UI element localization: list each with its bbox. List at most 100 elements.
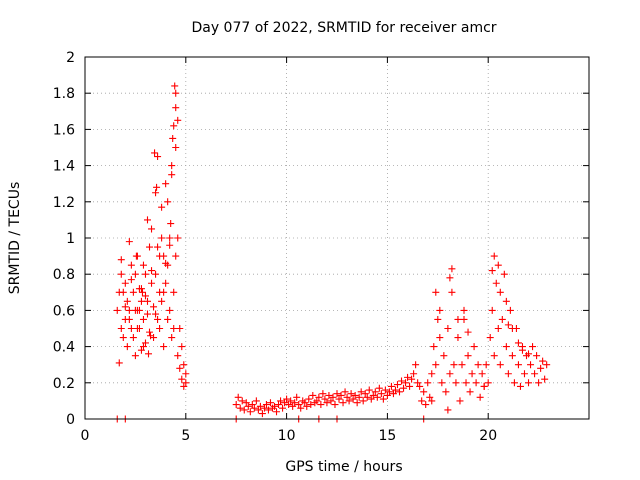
data-point bbox=[234, 393, 242, 401]
data-point bbox=[164, 198, 172, 206]
data-point bbox=[323, 399, 331, 407]
data-point bbox=[347, 390, 355, 398]
data-point bbox=[317, 401, 325, 409]
data-point bbox=[470, 343, 478, 351]
data-point bbox=[315, 393, 323, 401]
data-point bbox=[339, 399, 347, 407]
data-point bbox=[462, 379, 470, 387]
data-point bbox=[174, 352, 182, 360]
data-point bbox=[301, 399, 309, 407]
data-point bbox=[367, 395, 375, 403]
data-point bbox=[258, 410, 266, 418]
x-tick-label: 20 bbox=[479, 428, 497, 444]
data-point bbox=[115, 359, 123, 367]
data-point bbox=[129, 288, 137, 296]
data-point bbox=[514, 339, 522, 347]
data-point bbox=[121, 279, 129, 287]
data-point bbox=[309, 391, 317, 399]
data-point bbox=[488, 306, 496, 314]
x-tick-label: 0 bbox=[81, 428, 90, 444]
data-point bbox=[482, 361, 490, 369]
data-point bbox=[250, 404, 258, 412]
data-point bbox=[516, 382, 524, 390]
data-point bbox=[141, 270, 149, 278]
data-point bbox=[123, 297, 131, 305]
data-point bbox=[331, 401, 339, 409]
data-point bbox=[148, 279, 156, 287]
data-point bbox=[450, 361, 458, 369]
data-point bbox=[283, 395, 291, 403]
data-point bbox=[357, 388, 365, 396]
data-point bbox=[137, 285, 145, 293]
data-point bbox=[478, 370, 486, 378]
data-point bbox=[170, 288, 178, 296]
data-point bbox=[446, 274, 454, 282]
data-point bbox=[252, 397, 260, 405]
data-point bbox=[444, 406, 452, 414]
data-point bbox=[525, 350, 533, 358]
data-point bbox=[448, 265, 456, 273]
data-point bbox=[129, 334, 137, 342]
data-point bbox=[420, 388, 428, 396]
data-point bbox=[158, 297, 166, 305]
data-point bbox=[150, 303, 158, 311]
data-point bbox=[496, 288, 504, 296]
data-point bbox=[414, 379, 422, 387]
data-point bbox=[508, 325, 516, 332]
data-point bbox=[242, 399, 250, 407]
data-point bbox=[293, 393, 301, 401]
data-point bbox=[444, 325, 452, 332]
data-point bbox=[490, 352, 498, 360]
data-point bbox=[504, 321, 512, 329]
data-point bbox=[244, 402, 252, 410]
data-point bbox=[446, 370, 454, 378]
data-point bbox=[498, 315, 506, 323]
data-point bbox=[287, 397, 295, 405]
data-point bbox=[160, 343, 168, 351]
data-point bbox=[369, 391, 377, 399]
data-point bbox=[174, 116, 182, 124]
data-point bbox=[496, 361, 504, 369]
data-point bbox=[169, 134, 177, 142]
data-point bbox=[442, 388, 450, 396]
data-point bbox=[176, 364, 184, 372]
y-tick-label: 1.8 bbox=[53, 86, 75, 102]
data-point bbox=[430, 343, 438, 351]
data-point bbox=[440, 352, 448, 360]
data-point bbox=[254, 406, 262, 414]
data-point bbox=[154, 315, 162, 323]
data-point bbox=[132, 252, 140, 260]
data-point bbox=[527, 361, 535, 369]
y-tick-label: 0.4 bbox=[53, 340, 75, 356]
data-point bbox=[365, 386, 373, 394]
data-point bbox=[424, 379, 432, 387]
data-point bbox=[127, 325, 135, 332]
data-point bbox=[246, 408, 254, 416]
data-point bbox=[321, 395, 329, 403]
data-point bbox=[232, 401, 240, 409]
data-point bbox=[162, 259, 170, 267]
data-point bbox=[307, 401, 315, 409]
data-point bbox=[464, 328, 472, 336]
data-point bbox=[172, 144, 180, 151]
data-point bbox=[240, 406, 248, 414]
data-point bbox=[351, 391, 359, 399]
data-point bbox=[395, 388, 403, 396]
data-point bbox=[460, 306, 468, 314]
data-point bbox=[305, 395, 313, 403]
data-point bbox=[504, 370, 512, 378]
data-point bbox=[248, 401, 256, 409]
data-point bbox=[400, 384, 408, 392]
data-point bbox=[162, 279, 170, 287]
data-point bbox=[174, 234, 182, 242]
data-point bbox=[139, 261, 147, 269]
data-point bbox=[391, 386, 399, 394]
data-point bbox=[436, 306, 444, 314]
data-point bbox=[468, 370, 476, 378]
data-point bbox=[297, 404, 305, 412]
data-point bbox=[133, 325, 141, 332]
data-point bbox=[139, 343, 147, 351]
data-point bbox=[349, 395, 357, 403]
data-point bbox=[117, 325, 125, 332]
